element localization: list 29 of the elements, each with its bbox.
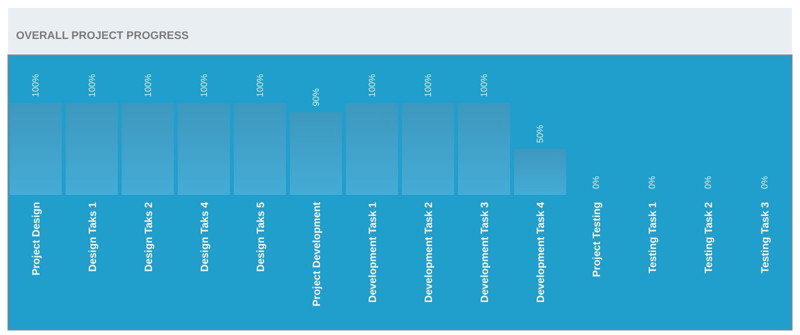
x-tick-label: Testing Task 3 [759,202,772,274]
data-label: 0% [703,176,714,189]
data-label: 100% [142,74,153,97]
data-label: 100% [254,74,265,97]
x-tick-label: Development Task 1 [366,202,379,303]
data-label: 0% [647,176,658,189]
data-label: 90% [310,88,321,106]
x-tick-label: Development Task 2 [423,202,436,303]
data-label: 0% [591,176,602,189]
data-label: 100% [86,74,97,97]
x-tick-label: Project Development [310,202,323,306]
x-tick-label: Testing Task 2 [703,202,716,274]
x-tick-label: Testing Task 1 [647,202,660,274]
x-tick-label: Design Taks 4 [198,202,211,272]
data-label: 0% [759,176,770,189]
x-tick-label: Development Task 4 [535,202,548,303]
x-tick-label: Design Taks 1 [86,202,99,272]
data-label: 100% [30,74,41,97]
chart-title: OVERALL PROJECT PROGRESS [16,30,189,42]
x-tick-label: Development Task 3 [479,202,492,303]
x-tick-label: Design Taks 2 [142,202,155,272]
x-tick-label: Project Testing [591,202,604,278]
data-label: 100% [423,74,434,97]
data-label: 100% [366,74,377,97]
x-tick-label: Design Taks 5 [254,202,267,272]
data-label: 100% [198,74,209,97]
data-label: 100% [479,74,490,97]
data-label: 50% [535,124,546,143]
x-tick-label: Project Design [30,202,43,276]
